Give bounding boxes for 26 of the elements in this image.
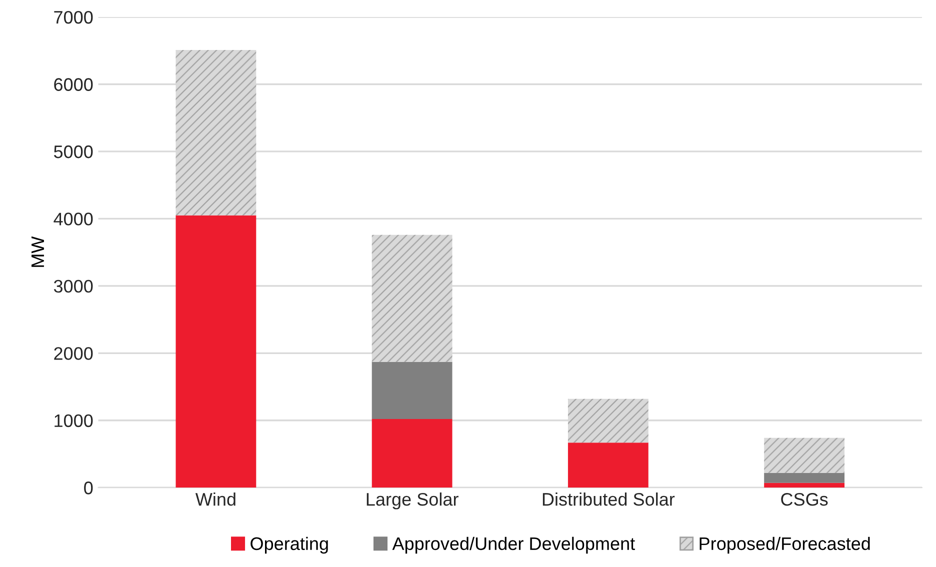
y-tick-label: 6000 <box>54 78 93 91</box>
y-tick-label: 1000 <box>54 414 93 428</box>
bar <box>568 398 648 443</box>
bar <box>176 215 256 488</box>
legend-label: Proposed/Forecasted <box>700 536 870 554</box>
y-tick-label: 4000 <box>54 212 93 226</box>
bar <box>372 234 452 362</box>
x-tick-label: Large Solar <box>366 492 458 510</box>
bar <box>764 438 844 473</box>
y-tick-label: 7000 <box>54 10 93 24</box>
y-axis-title: MW <box>32 236 44 267</box>
x-tick-label: CSGs <box>781 492 828 506</box>
bar <box>372 419 452 488</box>
bar <box>764 482 844 488</box>
x-tick-label: Wind <box>195 492 236 506</box>
legend-label: Operating <box>250 536 328 554</box>
legend-label: Approved/Under Development <box>392 536 635 554</box>
x-tick-label: Distributed Solar <box>542 492 675 506</box>
y-tick-label: 3000 <box>54 280 93 293</box>
y-tick-label: 2000 <box>54 347 93 360</box>
bar <box>764 472 844 483</box>
bar <box>372 362 452 420</box>
y-tick-label: 5000 <box>54 145 93 158</box>
bar <box>176 50 256 216</box>
y-tick-label: 0 <box>84 482 93 494</box>
bar <box>568 442 648 488</box>
